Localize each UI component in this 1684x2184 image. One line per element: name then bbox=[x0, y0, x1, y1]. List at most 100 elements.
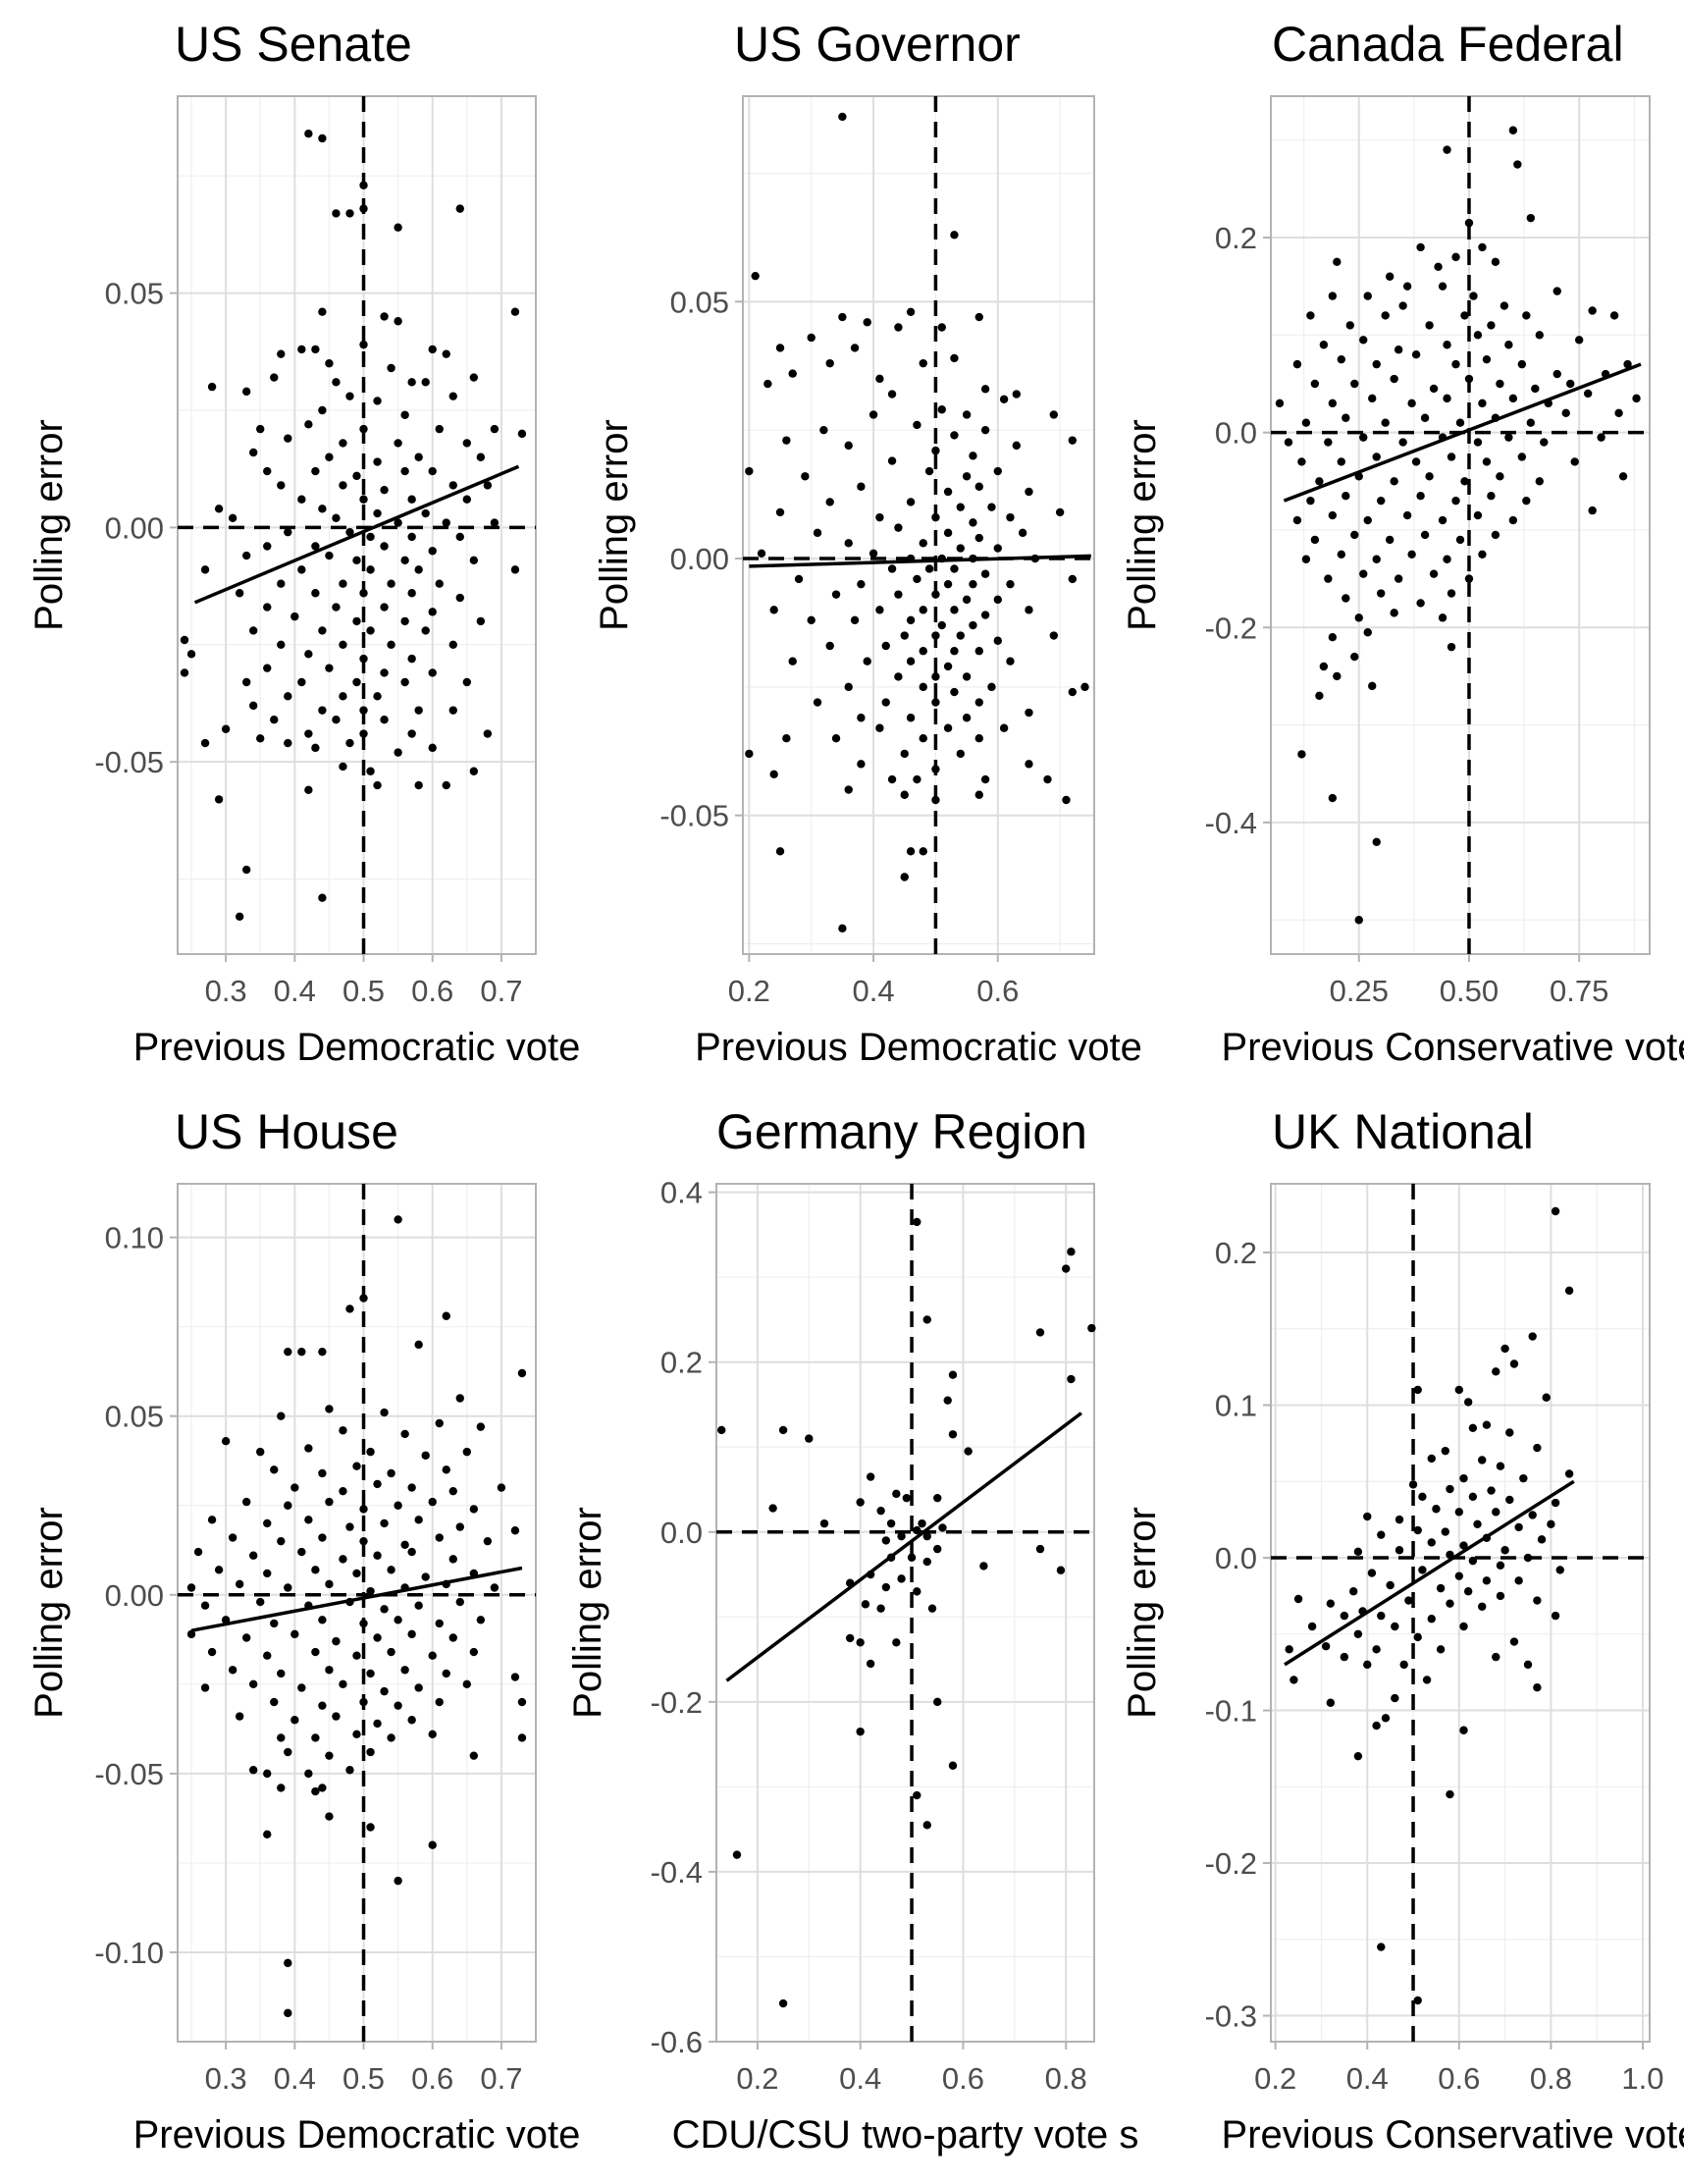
data-point bbox=[1459, 1473, 1468, 1483]
data-point bbox=[844, 441, 853, 451]
data-point bbox=[235, 1579, 244, 1589]
data-point bbox=[256, 734, 265, 743]
data-point bbox=[469, 1505, 479, 1514]
data-point bbox=[1324, 574, 1333, 583]
data-point bbox=[1328, 633, 1338, 642]
data-point bbox=[241, 865, 251, 875]
data-point bbox=[359, 589, 368, 598]
data-point bbox=[241, 677, 251, 687]
data-point bbox=[962, 595, 972, 605]
data-point bbox=[857, 760, 866, 769]
data-point bbox=[950, 687, 959, 697]
data-point bbox=[373, 780, 382, 790]
data-point bbox=[1035, 1328, 1045, 1337]
data-point bbox=[200, 1601, 210, 1610]
data-point bbox=[394, 1215, 402, 1224]
data-point bbox=[400, 466, 409, 476]
data-point bbox=[1390, 609, 1398, 617]
data-point bbox=[290, 1629, 299, 1639]
data-point bbox=[938, 1523, 947, 1532]
data-point bbox=[442, 349, 450, 358]
data-point bbox=[207, 382, 217, 392]
data-point bbox=[366, 565, 375, 574]
data-point bbox=[325, 1579, 334, 1589]
data-point bbox=[857, 714, 866, 722]
data-point bbox=[387, 1647, 395, 1657]
x-tick-label: 0.6 bbox=[1438, 2061, 1480, 2096]
data-point bbox=[881, 1536, 891, 1545]
data-point bbox=[1429, 569, 1439, 578]
data-point bbox=[900, 749, 909, 759]
data-point bbox=[1519, 1473, 1528, 1483]
data-point bbox=[476, 1616, 486, 1625]
data-point bbox=[993, 636, 1002, 645]
data-point bbox=[221, 724, 231, 733]
data-point bbox=[1491, 530, 1500, 540]
data-point bbox=[517, 429, 527, 439]
data-point bbox=[919, 733, 927, 743]
data-point bbox=[1469, 292, 1478, 300]
data-point bbox=[1496, 472, 1504, 481]
data-point bbox=[1372, 837, 1381, 846]
data-point bbox=[284, 1958, 292, 1968]
data-point bbox=[1416, 492, 1425, 501]
x-tick-label: 0.4 bbox=[274, 974, 316, 1008]
panel-border bbox=[1270, 95, 1651, 955]
data-point bbox=[897, 1531, 906, 1541]
data-point bbox=[1363, 628, 1372, 637]
y-tick-label: 0.05 bbox=[105, 1400, 164, 1434]
data-point bbox=[805, 1434, 814, 1443]
data-point bbox=[325, 551, 334, 560]
data-point bbox=[745, 466, 754, 476]
data-point bbox=[228, 513, 237, 523]
data-point bbox=[1319, 662, 1329, 671]
x-tick-label: 0.6 bbox=[411, 974, 453, 1008]
data-point bbox=[455, 593, 464, 603]
data-point bbox=[868, 549, 878, 558]
data-point bbox=[1413, 1996, 1422, 2005]
data-point bbox=[999, 723, 1009, 732]
data-point bbox=[352, 471, 361, 481]
data-point bbox=[875, 512, 884, 522]
panel-border bbox=[177, 95, 537, 955]
data-point bbox=[1551, 1611, 1560, 1621]
x-axis-label: Previous Democratic vote bbox=[133, 1026, 581, 1069]
data-point bbox=[462, 495, 472, 504]
data-point bbox=[249, 1551, 258, 1560]
data-point bbox=[950, 564, 959, 573]
data-point bbox=[980, 611, 990, 619]
data-point bbox=[407, 495, 416, 504]
data-point bbox=[769, 770, 778, 779]
data-point bbox=[856, 1498, 865, 1507]
data-point bbox=[200, 565, 210, 574]
data-point bbox=[311, 1733, 320, 1742]
data-point bbox=[311, 1786, 320, 1796]
data-point bbox=[1340, 1611, 1349, 1621]
data-point bbox=[407, 1629, 416, 1639]
data-point bbox=[380, 312, 389, 321]
data-point bbox=[1482, 1576, 1492, 1585]
data-point bbox=[887, 390, 897, 399]
data-point bbox=[1447, 589, 1456, 598]
data-point bbox=[1297, 457, 1306, 466]
data-point bbox=[1473, 1519, 1482, 1529]
data-point bbox=[1455, 535, 1465, 545]
data-point bbox=[200, 1683, 210, 1692]
data-point bbox=[241, 387, 251, 397]
data-point bbox=[304, 130, 313, 138]
data-point bbox=[769, 606, 778, 614]
data-point bbox=[318, 505, 327, 513]
data-point bbox=[887, 456, 897, 465]
data-point bbox=[469, 1647, 479, 1657]
data-point bbox=[373, 692, 382, 701]
data-point bbox=[1505, 1428, 1514, 1437]
data-point bbox=[1340, 1652, 1349, 1662]
data-point bbox=[894, 323, 903, 332]
data-point bbox=[380, 716, 389, 724]
data-point bbox=[221, 1616, 231, 1625]
data-point bbox=[476, 616, 486, 626]
data-point bbox=[400, 556, 409, 565]
data-point bbox=[1500, 301, 1509, 310]
data-point bbox=[435, 1418, 444, 1428]
data-point bbox=[1542, 1393, 1551, 1402]
